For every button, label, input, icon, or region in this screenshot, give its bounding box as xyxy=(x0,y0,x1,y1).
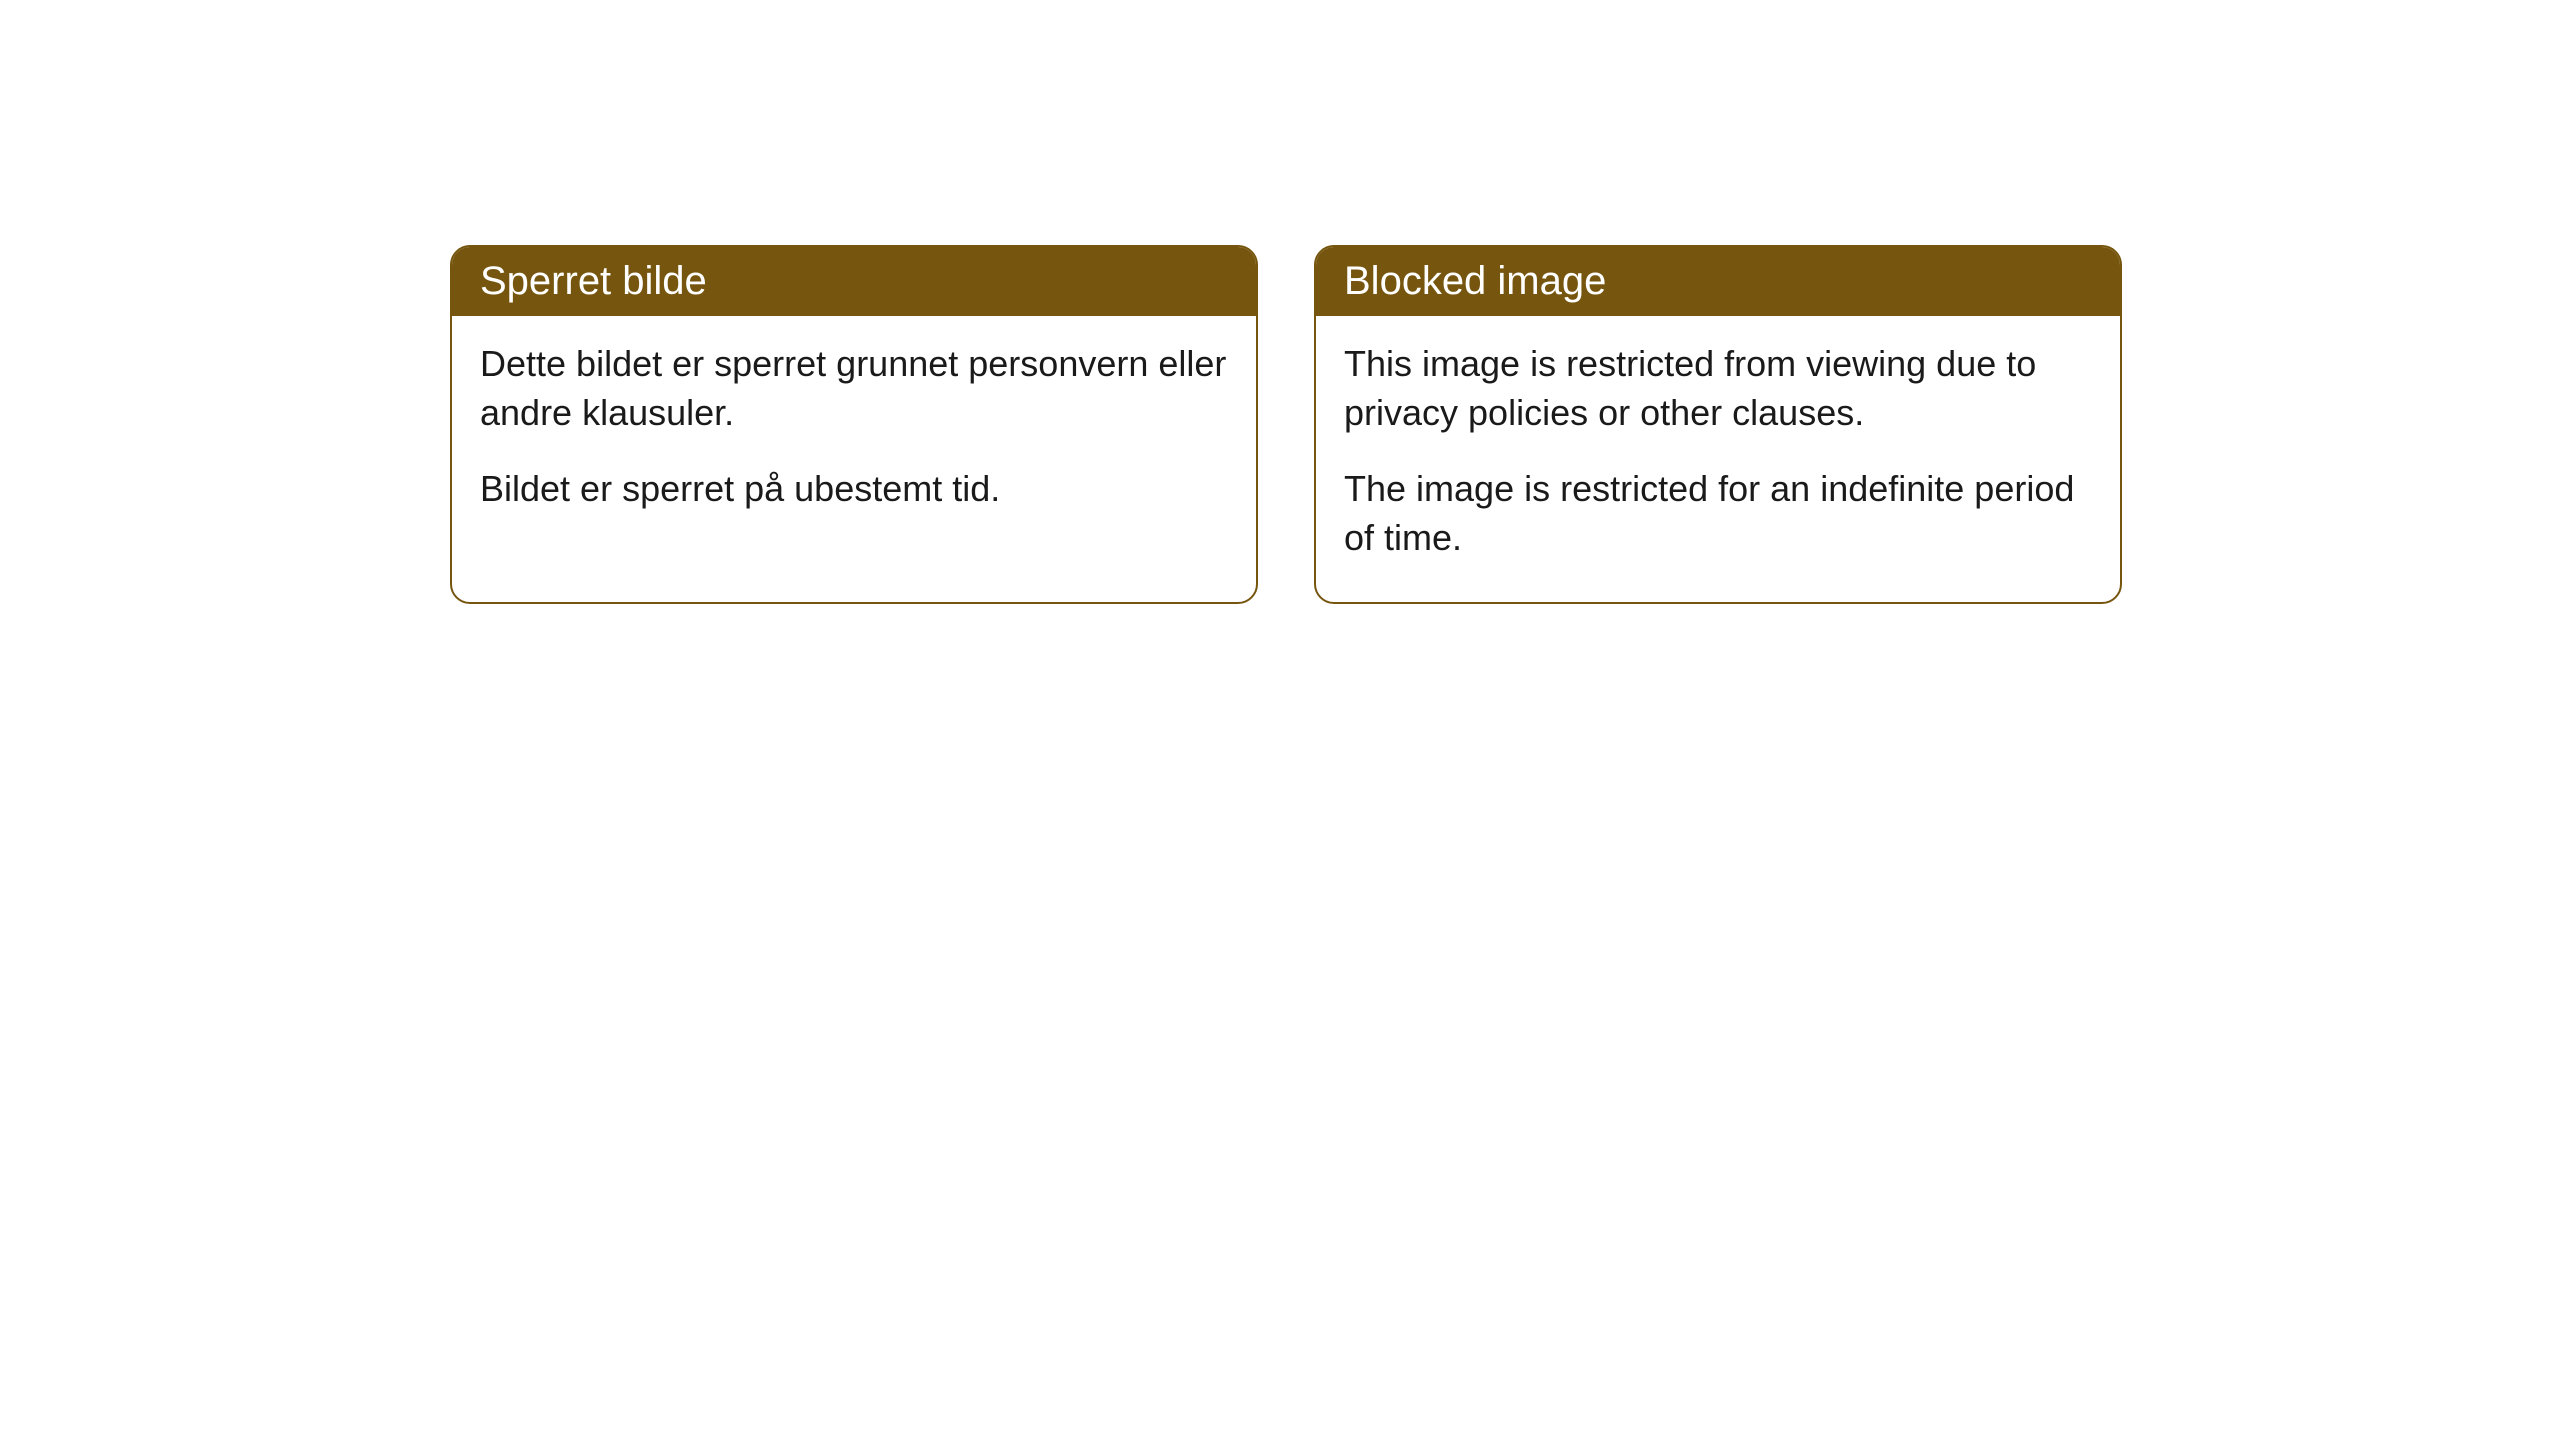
cards-container: Sperret bilde Dette bildet er sperret gr… xyxy=(450,245,2122,604)
card-paragraph: Bildet er sperret på ubestemt tid. xyxy=(480,465,1228,514)
card-paragraph: The image is restricted for an indefinit… xyxy=(1344,465,2092,562)
card-body: This image is restricted from viewing du… xyxy=(1316,316,2120,602)
card-title: Sperret bilde xyxy=(480,259,707,303)
card-body: Dette bildet er sperret grunnet personve… xyxy=(452,316,1256,554)
card-header: Sperret bilde xyxy=(452,247,1256,316)
blocked-image-card-english: Blocked image This image is restricted f… xyxy=(1314,245,2122,604)
blocked-image-card-norwegian: Sperret bilde Dette bildet er sperret gr… xyxy=(450,245,1258,604)
card-paragraph: Dette bildet er sperret grunnet personve… xyxy=(480,340,1228,437)
card-paragraph: This image is restricted from viewing du… xyxy=(1344,340,2092,437)
card-title: Blocked image xyxy=(1344,259,1606,303)
card-header: Blocked image xyxy=(1316,247,2120,316)
